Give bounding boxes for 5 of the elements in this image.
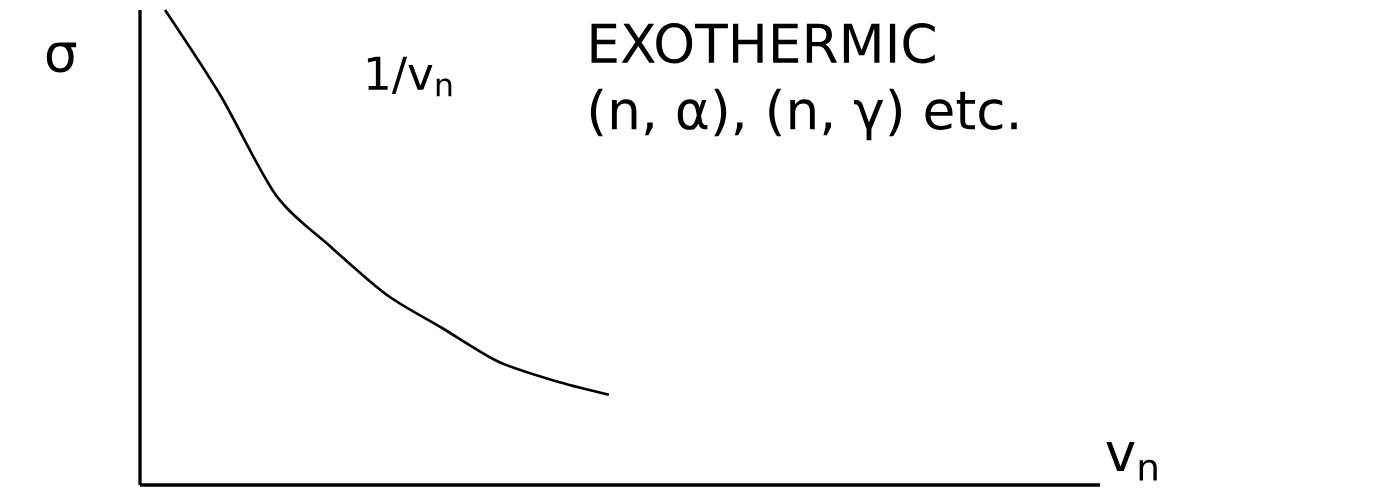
annotation: 1/v$_{n}$	[367, 56, 452, 97]
y-axis-title: σ	[46, 42, 77, 73]
text: v$_{n}$	[1106, 441, 1157, 481]
annotation: EXOTHERMIC	[591, 23, 935, 64]
annotation: (n, α), (n, γ) etc.	[590, 88, 1017, 141]
